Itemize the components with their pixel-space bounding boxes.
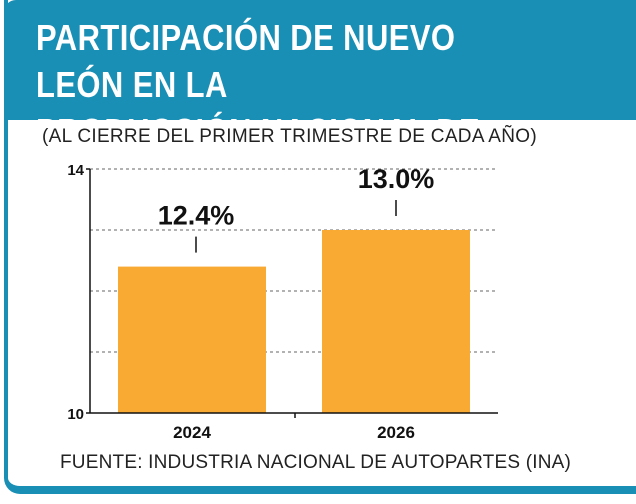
data-label: 13.0%	[358, 164, 435, 194]
axes	[86, 168, 498, 418]
x-tick-label: 2026	[377, 423, 415, 442]
bar-2024	[118, 266, 266, 413]
chart-subtitle: (AL CIERRE DEL PRIMER TRIMESTRE DE CADA …	[42, 126, 537, 147]
y-tick-label: 14	[67, 162, 84, 179]
chart-title: PARTICIPACIÓN DE NUEVO LEÓN EN LA PRODUC…	[36, 17, 481, 199]
title-banner: PARTICIPACIÓN DE NUEVO LEÓN EN LA PRODUC…	[4, 0, 636, 199]
source-note: FUENTE: INDUSTRIA NACIONAL DE AUTOPARTES…	[60, 452, 572, 473]
x-tick-label: 2024	[173, 423, 211, 442]
labels: 12.4% 2024 13.0% 2026 10 14	[67, 162, 434, 442]
y-tick-label: 10	[67, 406, 84, 423]
bars	[118, 230, 470, 413]
bar-2026	[322, 230, 470, 413]
data-label: 12.4%	[158, 201, 235, 231]
